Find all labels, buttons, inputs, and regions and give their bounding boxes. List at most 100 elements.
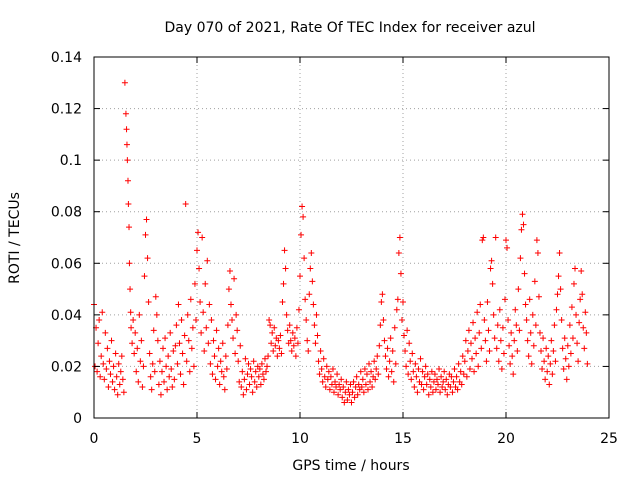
data-point <box>552 358 559 365</box>
data-point <box>499 324 506 331</box>
data-point <box>507 360 514 367</box>
data-point <box>492 234 499 241</box>
data-point <box>348 399 355 406</box>
data-point <box>449 389 456 396</box>
data-point <box>268 340 275 347</box>
data-point <box>171 376 178 383</box>
data-point <box>192 317 199 324</box>
data-point <box>164 386 171 393</box>
data-point <box>437 389 444 396</box>
data-point <box>130 317 137 324</box>
y-axis-label: ROTI / TECUs <box>7 192 23 284</box>
data-point <box>478 345 485 352</box>
data-point <box>557 286 564 293</box>
data-point <box>389 347 396 354</box>
data-point <box>550 347 557 354</box>
data-point <box>270 347 277 354</box>
data-point <box>101 376 108 383</box>
data-point <box>545 353 552 360</box>
data-point <box>156 358 163 365</box>
data-point <box>556 249 563 256</box>
data-point <box>533 237 540 244</box>
data-point <box>207 360 214 367</box>
data-point <box>517 255 524 262</box>
data-point <box>379 291 386 298</box>
data-point <box>225 286 232 293</box>
data-point <box>461 358 468 365</box>
data-point <box>160 345 167 352</box>
data-point <box>201 347 208 354</box>
data-point <box>544 368 551 375</box>
data-point <box>408 376 415 383</box>
data-point <box>448 373 455 380</box>
data-point <box>526 296 533 303</box>
data-point <box>359 376 366 383</box>
data-point <box>440 378 447 385</box>
data-point <box>195 229 202 236</box>
data-point <box>294 340 301 347</box>
data-point <box>176 340 183 347</box>
data-point <box>199 234 206 241</box>
data-point <box>263 368 270 375</box>
data-point <box>182 200 189 207</box>
data-point <box>310 301 317 308</box>
data-point <box>536 329 543 336</box>
x-axis-label: GPS time / hours <box>292 458 409 474</box>
data-point <box>486 347 493 354</box>
data-point <box>210 337 217 344</box>
data-point <box>334 371 341 378</box>
data-point <box>293 324 300 331</box>
data-point <box>469 355 476 362</box>
data-point <box>514 347 521 354</box>
data-point <box>191 280 198 287</box>
data-point <box>274 353 281 360</box>
data-point <box>282 265 289 272</box>
data-point <box>327 373 334 380</box>
data-point <box>519 211 526 218</box>
data-point <box>148 386 155 393</box>
data-point <box>111 386 118 393</box>
data-point <box>532 322 539 329</box>
data-point <box>458 381 465 388</box>
data-point <box>344 396 351 403</box>
data-point <box>146 350 153 357</box>
data-point <box>561 335 568 342</box>
data-point <box>125 200 132 207</box>
data-point <box>280 280 287 287</box>
data-point <box>493 345 500 352</box>
data-point <box>230 335 237 342</box>
data-point <box>405 371 412 378</box>
data-point <box>487 265 494 272</box>
data-point <box>387 335 394 342</box>
data-point <box>523 317 530 324</box>
data-point <box>123 126 130 133</box>
data-point <box>219 340 226 347</box>
data-point <box>143 216 150 223</box>
data-point <box>363 371 370 378</box>
data-point <box>220 373 227 380</box>
data-point <box>275 337 282 344</box>
data-point <box>477 301 484 308</box>
data-point <box>549 371 556 378</box>
data-point <box>154 337 161 344</box>
data-point <box>412 360 419 367</box>
data-point <box>581 345 588 352</box>
data-point <box>133 368 140 375</box>
data-point <box>95 340 102 347</box>
data-point <box>333 384 340 391</box>
data-point <box>495 358 502 365</box>
data-point <box>462 337 469 344</box>
data-point <box>546 381 553 388</box>
data-point <box>121 79 128 86</box>
data-point <box>127 286 134 293</box>
data-point <box>457 368 464 375</box>
data-point <box>150 327 157 334</box>
data-point <box>337 386 344 393</box>
data-point <box>145 298 152 305</box>
data-point <box>476 329 483 336</box>
data-point <box>433 376 440 383</box>
data-point <box>151 368 158 375</box>
data-point <box>169 384 176 391</box>
data-point <box>539 366 546 373</box>
data-point <box>141 273 148 280</box>
